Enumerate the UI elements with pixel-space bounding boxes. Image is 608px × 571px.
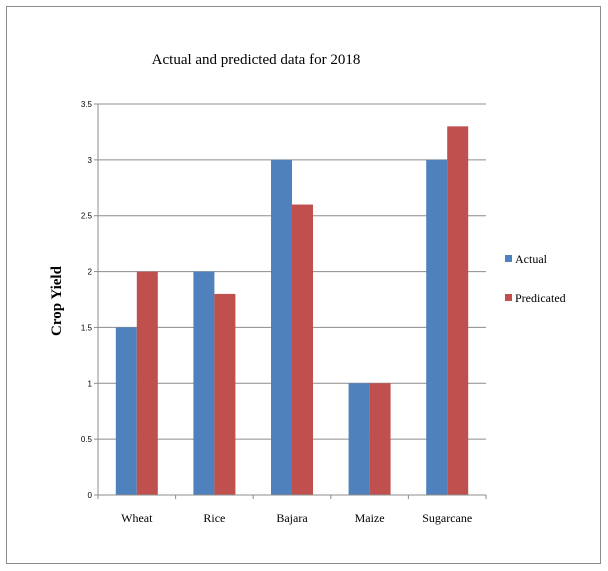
- legend-swatch-actual: [505, 255, 512, 262]
- bar-actual-maize: [348, 383, 370, 495]
- bar-predicated-wheat: [136, 271, 158, 495]
- x-tick-labels: Wheat Rice Bajara Maize Sugarcane: [121, 511, 472, 525]
- y-tick-label: 2.5: [81, 212, 93, 221]
- bar-predicated-maize: [369, 383, 391, 495]
- bar-actual-rice: [193, 271, 215, 495]
- bar-predicated-bajara: [292, 204, 313, 496]
- y-tick-label: 0: [88, 491, 93, 500]
- x-tick-label: Bajara: [276, 511, 308, 525]
- y-tick-label: 1.5: [81, 323, 93, 332]
- bars: [115, 126, 469, 496]
- y-axis-label: Crop Yield: [49, 265, 65, 336]
- x-tick-label: Wheat: [121, 511, 153, 525]
- y-tick-labels: 0 0.5 1 1.5 2 2.5 3 3.5: [81, 100, 93, 500]
- y-tick-label: 2: [88, 268, 93, 277]
- x-tick-label: Maize: [355, 511, 385, 525]
- legend: Actual Predicated: [505, 252, 566, 305]
- bar-actual-bajara: [271, 159, 292, 495]
- x-tick-label: Rice: [203, 511, 225, 525]
- y-tick-label: 0.5: [81, 435, 93, 444]
- y-tick-label: 3: [88, 156, 93, 165]
- y-tick-label: 3.5: [81, 100, 93, 109]
- y-tick-label: 1: [88, 379, 93, 388]
- x-tick-label: Sugarcane: [422, 511, 472, 525]
- bar-actual-sugarcane: [426, 159, 448, 495]
- chart-title: Actual and predicted data for 2018: [152, 52, 361, 68]
- legend-label-predicated: Predicated: [515, 291, 566, 305]
- bar-predicated-sugarcane: [447, 126, 469, 495]
- bar-predicated-rice: [214, 293, 236, 495]
- bar-actual-wheat: [115, 327, 137, 495]
- axes: [97, 104, 487, 499]
- legend-label-actual: Actual: [515, 252, 548, 266]
- legend-swatch-predicated: [505, 294, 512, 301]
